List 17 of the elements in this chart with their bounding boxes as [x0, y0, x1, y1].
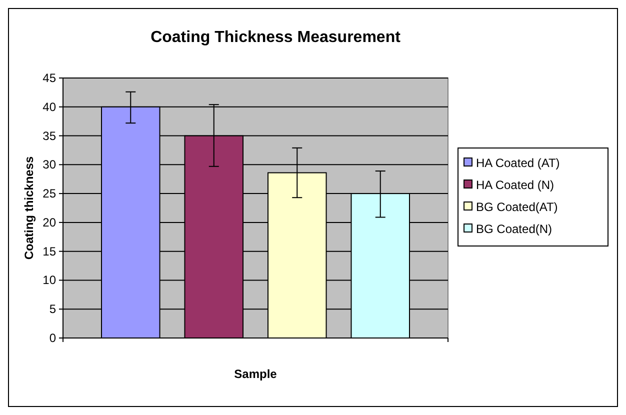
- legend-label: BG Coated(AT): [476, 200, 558, 214]
- legend-label: BG Coated(N): [476, 222, 552, 236]
- y-tick-label: 10: [42, 273, 56, 288]
- y-tick-label: 15: [42, 244, 56, 258]
- legend-label: HA Coated (AT): [476, 156, 560, 170]
- y-tick-label: 20: [42, 215, 56, 230]
- y-tick-label: 30: [42, 158, 56, 172]
- y-tick-label: 5: [49, 302, 56, 316]
- y-tick-label: 40: [42, 100, 56, 114]
- y-tick-label: 25: [42, 186, 56, 201]
- legend-label: HA Coated (N): [476, 178, 554, 192]
- y-axis-title: Coating thickness: [22, 156, 36, 260]
- x-axis-title: Sample: [234, 367, 278, 381]
- y-tick-label: 0: [49, 331, 56, 345]
- chart-title: Coating Thickness Measurement: [150, 29, 402, 46]
- y-tick-label: 35: [42, 128, 56, 143]
- y-tick-label: 45: [42, 71, 56, 85]
